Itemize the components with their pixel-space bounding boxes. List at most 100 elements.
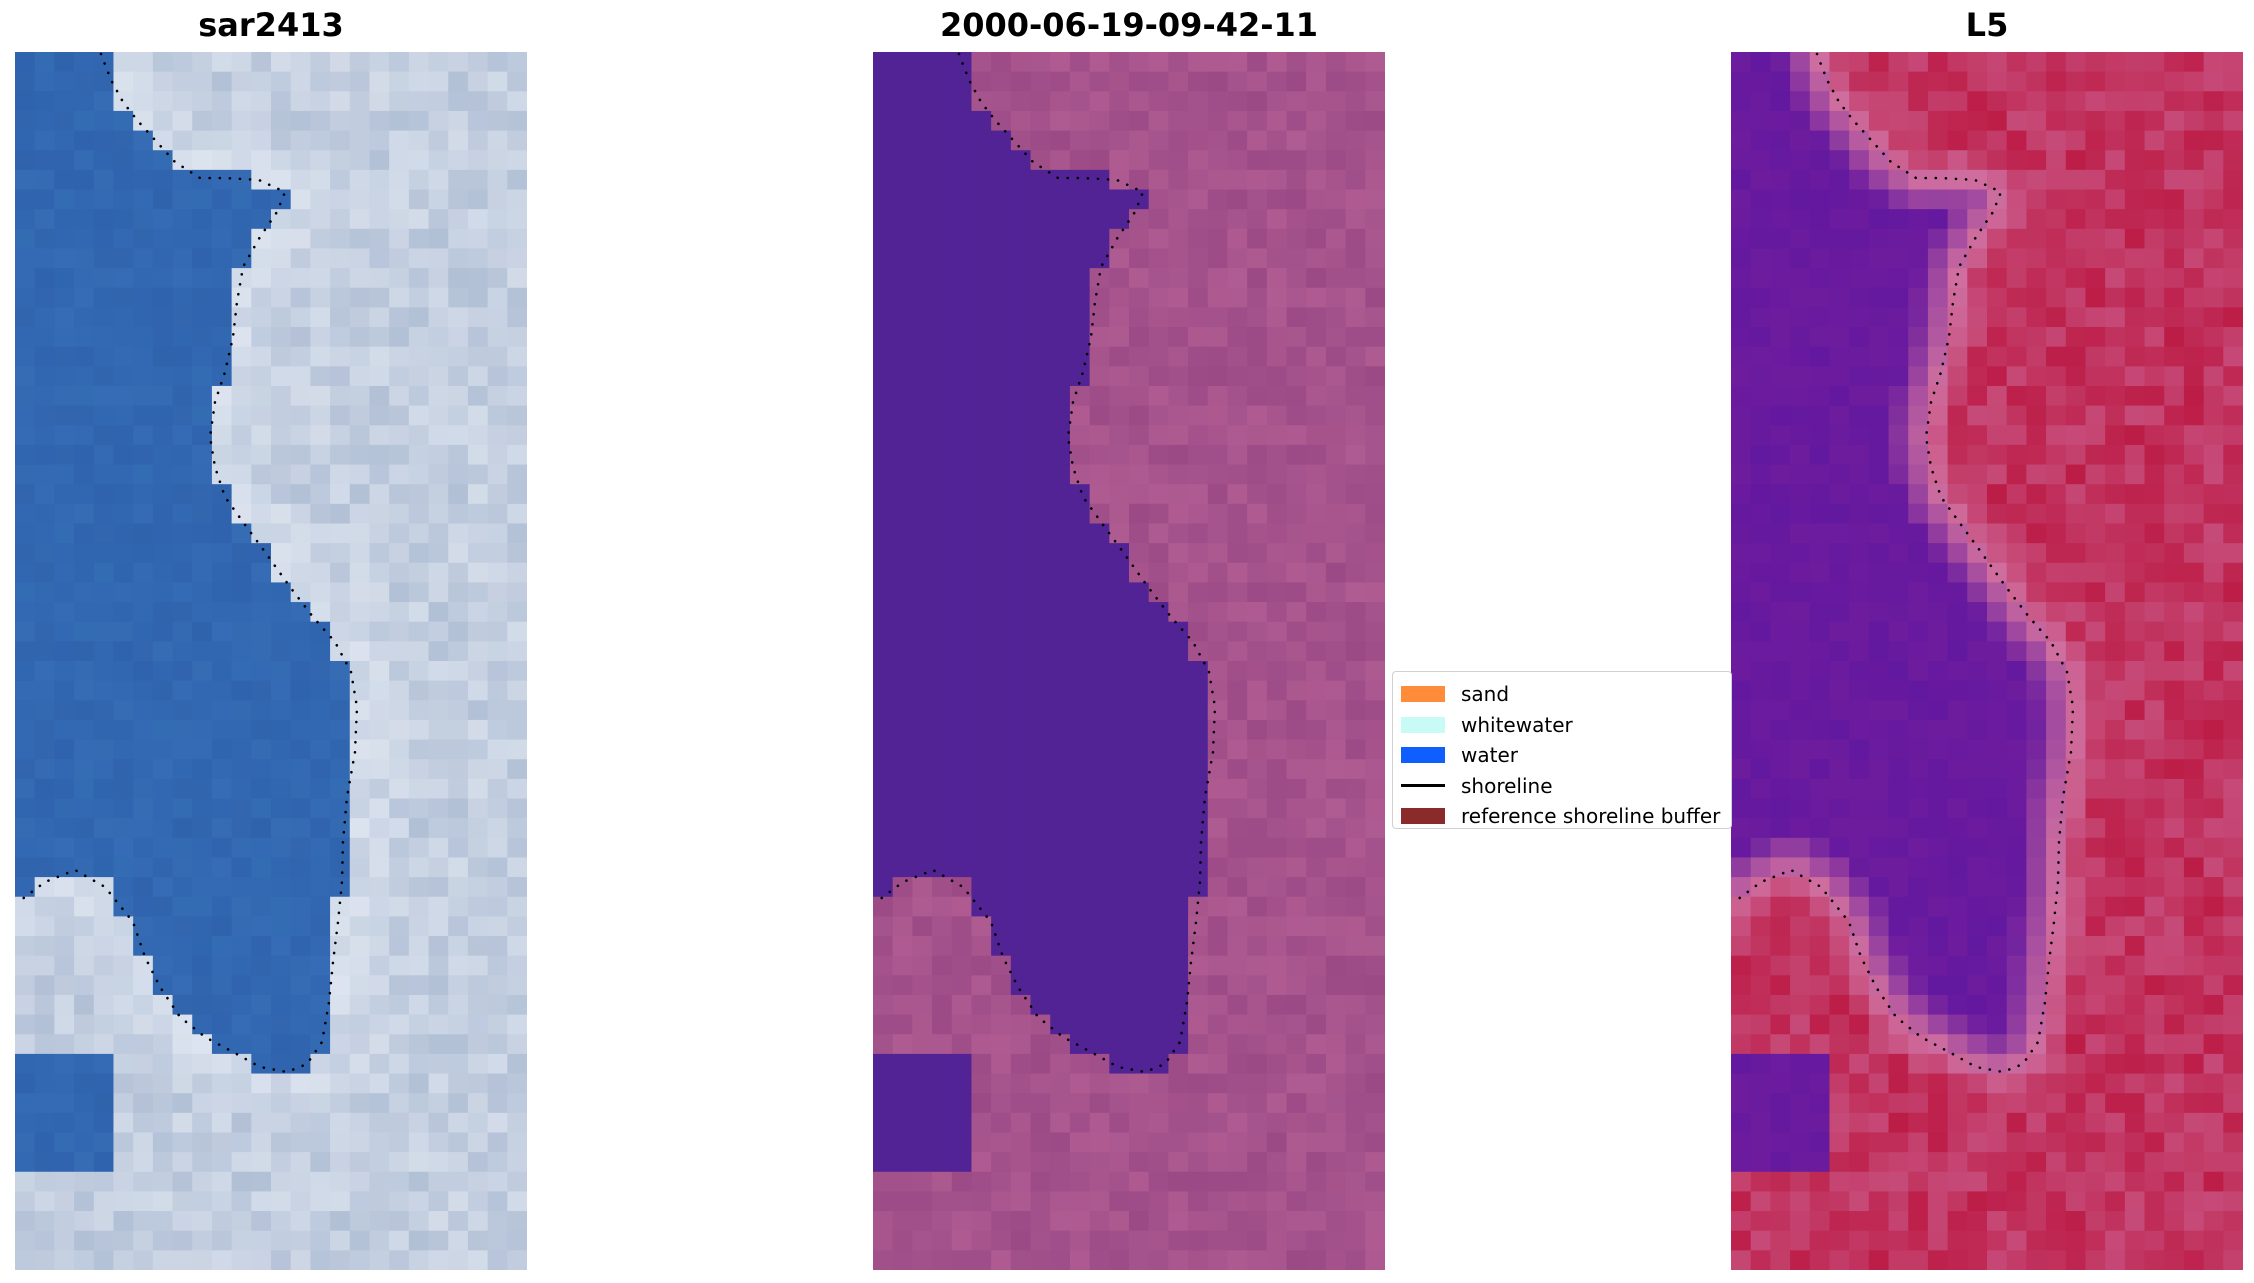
index-image-pixel bbox=[1987, 464, 2008, 485]
rgb-image-pixel bbox=[251, 641, 272, 662]
rgb-image-pixel bbox=[74, 562, 95, 584]
index-image-pixel bbox=[1967, 818, 1988, 839]
classified-image-pixel bbox=[991, 837, 1012, 859]
classified-image-pixel bbox=[1050, 719, 1071, 741]
index-image-pixel bbox=[2144, 936, 2165, 957]
rgb-image-pixel bbox=[389, 975, 410, 996]
index-image-pixel bbox=[2065, 346, 2087, 367]
classified-image-pixel bbox=[1148, 71, 1169, 92]
classified-image-pixel bbox=[1365, 52, 1385, 73]
rgb-image-pixel bbox=[408, 385, 430, 407]
index-image-pixel bbox=[1868, 248, 1890, 269]
rgb-image-pixel bbox=[172, 1152, 193, 1173]
classified-image-pixel bbox=[1247, 798, 1268, 819]
classified-image-pixel bbox=[951, 1073, 973, 1094]
index-image-pixel bbox=[2144, 1014, 2165, 1035]
rgb-image-pixel bbox=[54, 1171, 75, 1193]
rgb-image-pixel bbox=[487, 936, 508, 957]
classified-image-pixel bbox=[1129, 523, 1150, 544]
classified-image-pixel bbox=[1010, 503, 1032, 525]
rgb-image-pixel bbox=[330, 739, 351, 760]
index-image-pixel bbox=[1770, 719, 1791, 741]
classified-image-pixel bbox=[1050, 169, 1071, 191]
classified-image-pixel bbox=[1227, 189, 1248, 210]
index-image-pixel bbox=[2026, 189, 2047, 210]
classified-image-pixel bbox=[932, 1171, 953, 1193]
classified-image-pixel bbox=[1247, 464, 1268, 485]
classified-image-pixel bbox=[1207, 503, 1229, 525]
rgb-image-pixel bbox=[349, 975, 371, 996]
classified-image-pixel bbox=[932, 1230, 953, 1251]
index-image-pixel bbox=[1888, 680, 1909, 701]
rgb-image-pixel bbox=[15, 818, 36, 839]
rgb-image-pixel bbox=[389, 307, 410, 328]
classified-image-pixel bbox=[1109, 877, 1130, 898]
rgb-image-pixel bbox=[34, 484, 55, 505]
classified-image-pixel bbox=[1247, 621, 1268, 642]
index-image-pixel bbox=[2026, 778, 2047, 800]
rgb-image-pixel bbox=[349, 562, 371, 584]
classified-image-pixel bbox=[873, 818, 894, 839]
rgb-image-pixel bbox=[54, 130, 75, 151]
index-image-pixel bbox=[2223, 719, 2243, 741]
index-image-pixel bbox=[2203, 523, 2224, 544]
rgb-image-pixel bbox=[172, 405, 193, 426]
rgb-image-pixel bbox=[15, 562, 36, 584]
index-image-pixel bbox=[2164, 1034, 2185, 1055]
rgb-image-pixel bbox=[467, 837, 489, 859]
index-image-pixel bbox=[1927, 857, 1949, 878]
classified-image-pixel bbox=[1129, 287, 1150, 308]
rgb-image-pixel bbox=[133, 425, 154, 446]
classified-image-pixel bbox=[1325, 327, 1347, 348]
index-image-pixel bbox=[2065, 150, 2087, 171]
rgb-image-pixel bbox=[192, 798, 213, 819]
index-image-pixel bbox=[1888, 1191, 1909, 1212]
classified-image-pixel bbox=[1266, 425, 1288, 446]
classified-image-pixel bbox=[1109, 602, 1130, 623]
index-image-pixel bbox=[1927, 1132, 1949, 1153]
index-image-pixel bbox=[1829, 680, 1850, 701]
classified-image-pixel bbox=[1069, 582, 1091, 603]
classified-image-pixel bbox=[1286, 661, 1307, 682]
index-image-pixel bbox=[1790, 209, 1811, 230]
rgb-image-pixel bbox=[408, 287, 430, 308]
classified-image-pixel bbox=[1247, 680, 1268, 701]
classified-image-pixel bbox=[1286, 994, 1307, 1016]
classified-image-pixel bbox=[1129, 307, 1150, 328]
classified-image-pixel bbox=[1345, 877, 1366, 898]
classified-image-pixel bbox=[991, 425, 1012, 446]
classified-image-pixel bbox=[1207, 1073, 1229, 1094]
rgb-image-pixel bbox=[211, 1250, 233, 1270]
index-image-pixel bbox=[1849, 1073, 1870, 1094]
classified-image-pixel bbox=[873, 680, 894, 701]
index-image-pixel bbox=[2085, 562, 2106, 584]
classified-image-pixel bbox=[991, 307, 1012, 328]
index-image-pixel bbox=[1868, 916, 1890, 937]
classified-image-pixel bbox=[971, 327, 992, 348]
classified-image-pixel bbox=[1266, 680, 1288, 701]
index-image-pixel bbox=[1868, 818, 1890, 839]
classified-image-pixel bbox=[1109, 818, 1130, 839]
rgb-image-pixel bbox=[93, 877, 115, 898]
index-image-pixel bbox=[1868, 52, 1890, 73]
classified-image-pixel bbox=[1345, 484, 1366, 505]
index-image-pixel bbox=[2183, 641, 2205, 662]
classified-image-pixel bbox=[1050, 621, 1071, 642]
classified-image-pixel bbox=[1325, 837, 1347, 859]
index-image-pixel bbox=[1731, 719, 1752, 741]
index-image-pixel bbox=[2203, 425, 2224, 446]
classified-image-pixel bbox=[1365, 425, 1385, 446]
index-image-pixel bbox=[2026, 248, 2047, 269]
index-image-pixel bbox=[2065, 189, 2087, 210]
classified-image-pixel bbox=[1089, 52, 1110, 73]
rgb-image-pixel bbox=[211, 1211, 233, 1232]
rgb-image-pixel bbox=[251, 1093, 272, 1114]
index-image-pixel bbox=[1790, 228, 1811, 250]
classified-image-pixel bbox=[1188, 621, 1209, 642]
classified-image-pixel bbox=[892, 543, 913, 564]
index-image-pixel bbox=[2006, 759, 2027, 780]
index-image-pixel bbox=[1790, 877, 1811, 898]
classified-image-pixel bbox=[1109, 385, 1130, 407]
rgb-image-pixel bbox=[271, 1230, 292, 1251]
classified-image-pixel bbox=[912, 719, 933, 741]
